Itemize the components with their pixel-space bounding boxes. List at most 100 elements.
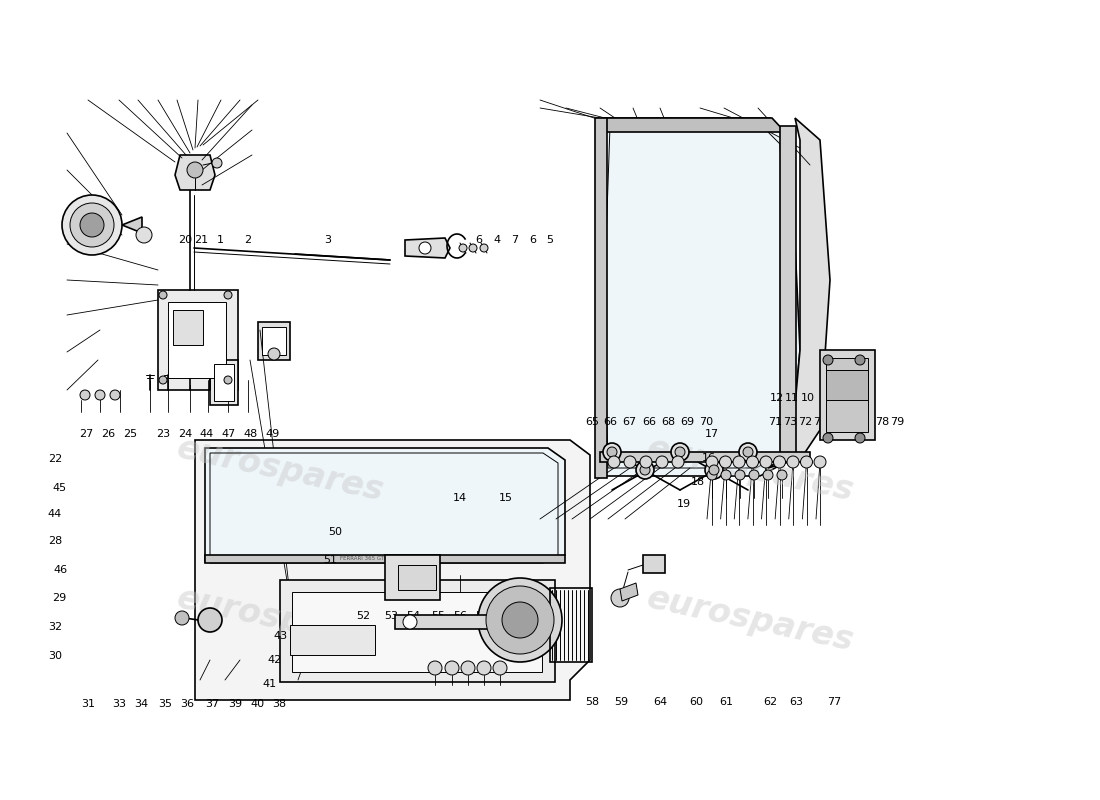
Text: 61: 61 (719, 697, 733, 706)
Circle shape (735, 470, 745, 480)
Text: 40: 40 (251, 699, 264, 709)
Text: 55: 55 (431, 611, 444, 621)
Circle shape (477, 661, 491, 675)
Circle shape (493, 661, 507, 675)
Circle shape (801, 456, 813, 468)
Bar (292, 592, 542, 672)
Polygon shape (596, 118, 800, 476)
Text: 74: 74 (829, 417, 843, 426)
Text: 50: 50 (329, 527, 342, 537)
Text: 24: 24 (178, 429, 191, 438)
Circle shape (739, 443, 757, 461)
Bar (290, 625, 375, 655)
Circle shape (446, 661, 459, 675)
Text: 44: 44 (200, 429, 213, 438)
Circle shape (469, 244, 477, 252)
Bar (214, 364, 234, 401)
Polygon shape (405, 238, 450, 258)
Circle shape (823, 355, 833, 365)
Text: 45: 45 (53, 483, 66, 493)
Text: 70: 70 (700, 417, 713, 426)
Circle shape (502, 602, 538, 638)
Text: 53: 53 (385, 611, 398, 621)
Circle shape (733, 456, 745, 468)
Circle shape (749, 470, 759, 480)
Circle shape (403, 615, 417, 629)
Text: 58: 58 (585, 697, 598, 706)
Bar (595, 118, 607, 478)
Text: 15: 15 (499, 493, 513, 502)
Polygon shape (175, 155, 214, 190)
Circle shape (814, 456, 826, 468)
Text: 66: 66 (604, 417, 617, 426)
Circle shape (268, 348, 280, 360)
Circle shape (773, 456, 785, 468)
Circle shape (636, 461, 654, 479)
Circle shape (610, 589, 629, 607)
Text: 64: 64 (653, 697, 667, 706)
Text: 6: 6 (529, 235, 536, 245)
Text: 37: 37 (206, 699, 219, 709)
Text: 63: 63 (790, 697, 803, 706)
Circle shape (747, 456, 759, 468)
Text: 54: 54 (407, 611, 420, 621)
Circle shape (224, 291, 232, 299)
Bar (550, 588, 592, 662)
Text: 43: 43 (274, 631, 287, 641)
Text: 18: 18 (691, 477, 704, 486)
Text: eurospares: eurospares (644, 432, 857, 508)
Circle shape (671, 443, 689, 461)
Circle shape (80, 390, 90, 400)
Text: 28: 28 (48, 536, 62, 546)
Text: 69: 69 (681, 417, 694, 426)
Circle shape (760, 456, 772, 468)
Text: 67: 67 (623, 417, 636, 426)
Circle shape (80, 213, 104, 237)
Circle shape (428, 661, 442, 675)
Polygon shape (790, 118, 830, 460)
Bar (826, 358, 868, 432)
Circle shape (461, 661, 475, 675)
Bar (398, 565, 436, 590)
Text: 25: 25 (123, 429, 136, 438)
Circle shape (160, 291, 167, 299)
Circle shape (786, 456, 799, 468)
Text: 36: 36 (180, 699, 194, 709)
Text: FERRARI 365 GT4 BB - PORTA: FERRARI 365 GT4 BB - PORTA (340, 557, 420, 562)
Text: 44: 44 (48, 510, 62, 519)
Bar (205, 555, 565, 563)
Text: 52: 52 (356, 611, 370, 621)
Circle shape (719, 456, 732, 468)
Text: 13: 13 (849, 394, 862, 403)
Text: 7: 7 (512, 235, 518, 245)
Bar (173, 310, 204, 345)
Polygon shape (620, 583, 638, 601)
Bar (258, 322, 290, 360)
Text: 19: 19 (678, 499, 691, 509)
Text: 65: 65 (585, 417, 598, 426)
Polygon shape (205, 448, 565, 562)
Circle shape (419, 242, 431, 254)
Text: 75: 75 (845, 417, 858, 426)
Circle shape (480, 244, 488, 252)
Circle shape (672, 456, 684, 468)
Circle shape (777, 470, 786, 480)
Text: 42: 42 (268, 655, 282, 665)
Text: 29: 29 (53, 594, 66, 603)
Text: 77: 77 (827, 697, 840, 706)
Circle shape (608, 456, 620, 468)
Text: 79: 79 (891, 417, 904, 426)
Text: 30: 30 (48, 651, 62, 661)
Text: 26: 26 (101, 429, 114, 438)
Circle shape (707, 470, 717, 480)
Bar (280, 580, 556, 682)
Circle shape (175, 611, 189, 625)
Text: 16: 16 (702, 453, 715, 462)
Text: 41: 41 (263, 679, 276, 689)
Text: 66: 66 (642, 417, 656, 426)
Text: 78: 78 (876, 417, 889, 426)
Circle shape (478, 578, 562, 662)
Text: 14: 14 (453, 493, 466, 502)
Text: 46: 46 (54, 565, 67, 574)
Text: 33: 33 (112, 699, 125, 709)
